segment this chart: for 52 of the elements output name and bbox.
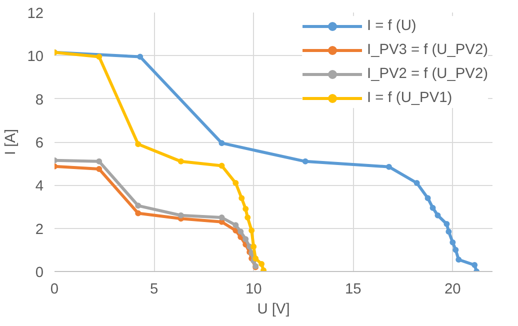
point: [137, 54, 144, 60]
point: [302, 158, 308, 164]
point: [250, 244, 257, 250]
legend-label: I_PV2 = f (U_PV2): [367, 66, 488, 82]
point: [135, 202, 142, 209]
point: [472, 262, 478, 268]
point: [424, 195, 431, 202]
point: [178, 212, 184, 218]
y-tick-label: 2: [35, 222, 44, 238]
point: [218, 162, 225, 169]
x-tick-label: 10: [245, 282, 262, 298]
y-tick-label: 4: [35, 178, 44, 195]
point: [248, 227, 255, 234]
y-axis-title: I [A]: [3, 128, 20, 156]
point: [446, 228, 452, 235]
point: [218, 214, 225, 221]
point: [452, 246, 459, 253]
point: [386, 164, 392, 170]
point: [96, 166, 102, 172]
point: [244, 214, 251, 221]
point: [238, 195, 245, 202]
y-tick-label: 8: [35, 92, 44, 108]
y-tick-label: 0: [35, 265, 44, 281]
point: [434, 212, 441, 218]
point: [96, 158, 102, 164]
x-tick-label: 0: [50, 282, 59, 298]
x-tick-label: 15: [344, 282, 362, 298]
point: [135, 210, 142, 216]
point: [238, 228, 244, 235]
x-tick-label: 20: [444, 282, 461, 298]
point: [135, 141, 142, 148]
legend-label: I_PV3 = f (U_PV2): [367, 42, 488, 58]
point: [232, 180, 239, 186]
point: [178, 158, 184, 164]
y-tick-label: 10: [27, 49, 44, 66]
point: [232, 222, 239, 228]
point: [218, 140, 225, 146]
point: [96, 54, 102, 60]
x-axis-title: U [V]: [257, 302, 290, 318]
point: [430, 204, 436, 211]
legend-label: I = f (U): [367, 18, 416, 34]
point: [450, 239, 456, 246]
point: [444, 221, 450, 228]
x-tick-label: 5: [150, 282, 158, 298]
y-tick-label: 12: [27, 6, 44, 22]
legend-label: I = f (U_PV1): [367, 90, 452, 106]
y-tick-label: 6: [35, 136, 44, 152]
point: [258, 260, 265, 267]
point: [456, 256, 462, 263]
point: [242, 206, 249, 212]
point: [242, 236, 249, 242]
point: [414, 180, 420, 186]
